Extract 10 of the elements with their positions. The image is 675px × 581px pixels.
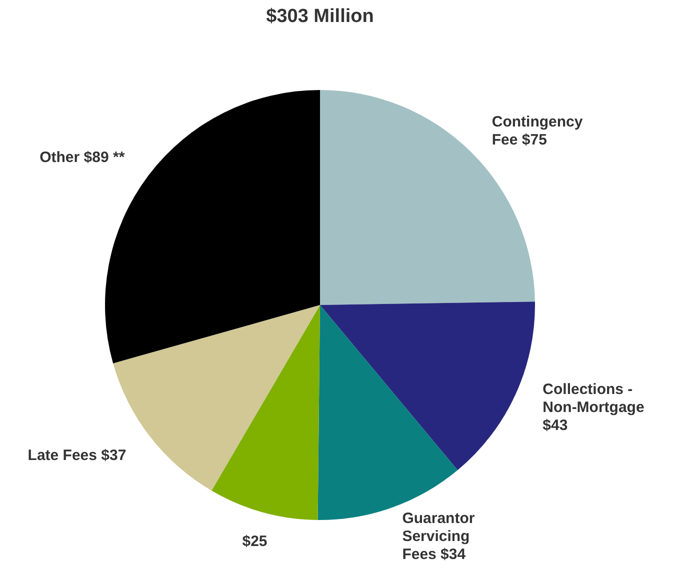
slice-label: Late Fees $37	[28, 446, 126, 464]
chart-title: $303 Million	[266, 6, 374, 27]
data-label: $25	[242, 533, 268, 550]
slice-label: Guarantor Servicing Fees $34	[402, 510, 475, 563]
pie-slice	[320, 302, 535, 470]
slice-label: Collections - Non-Mortgage	[542, 381, 644, 416]
pie-slice	[212, 305, 320, 520]
slice-label: Other $89 **	[40, 149, 125, 166]
data-label: $43	[542, 417, 568, 434]
slice-label: Contingency Fee $75	[492, 113, 584, 148]
